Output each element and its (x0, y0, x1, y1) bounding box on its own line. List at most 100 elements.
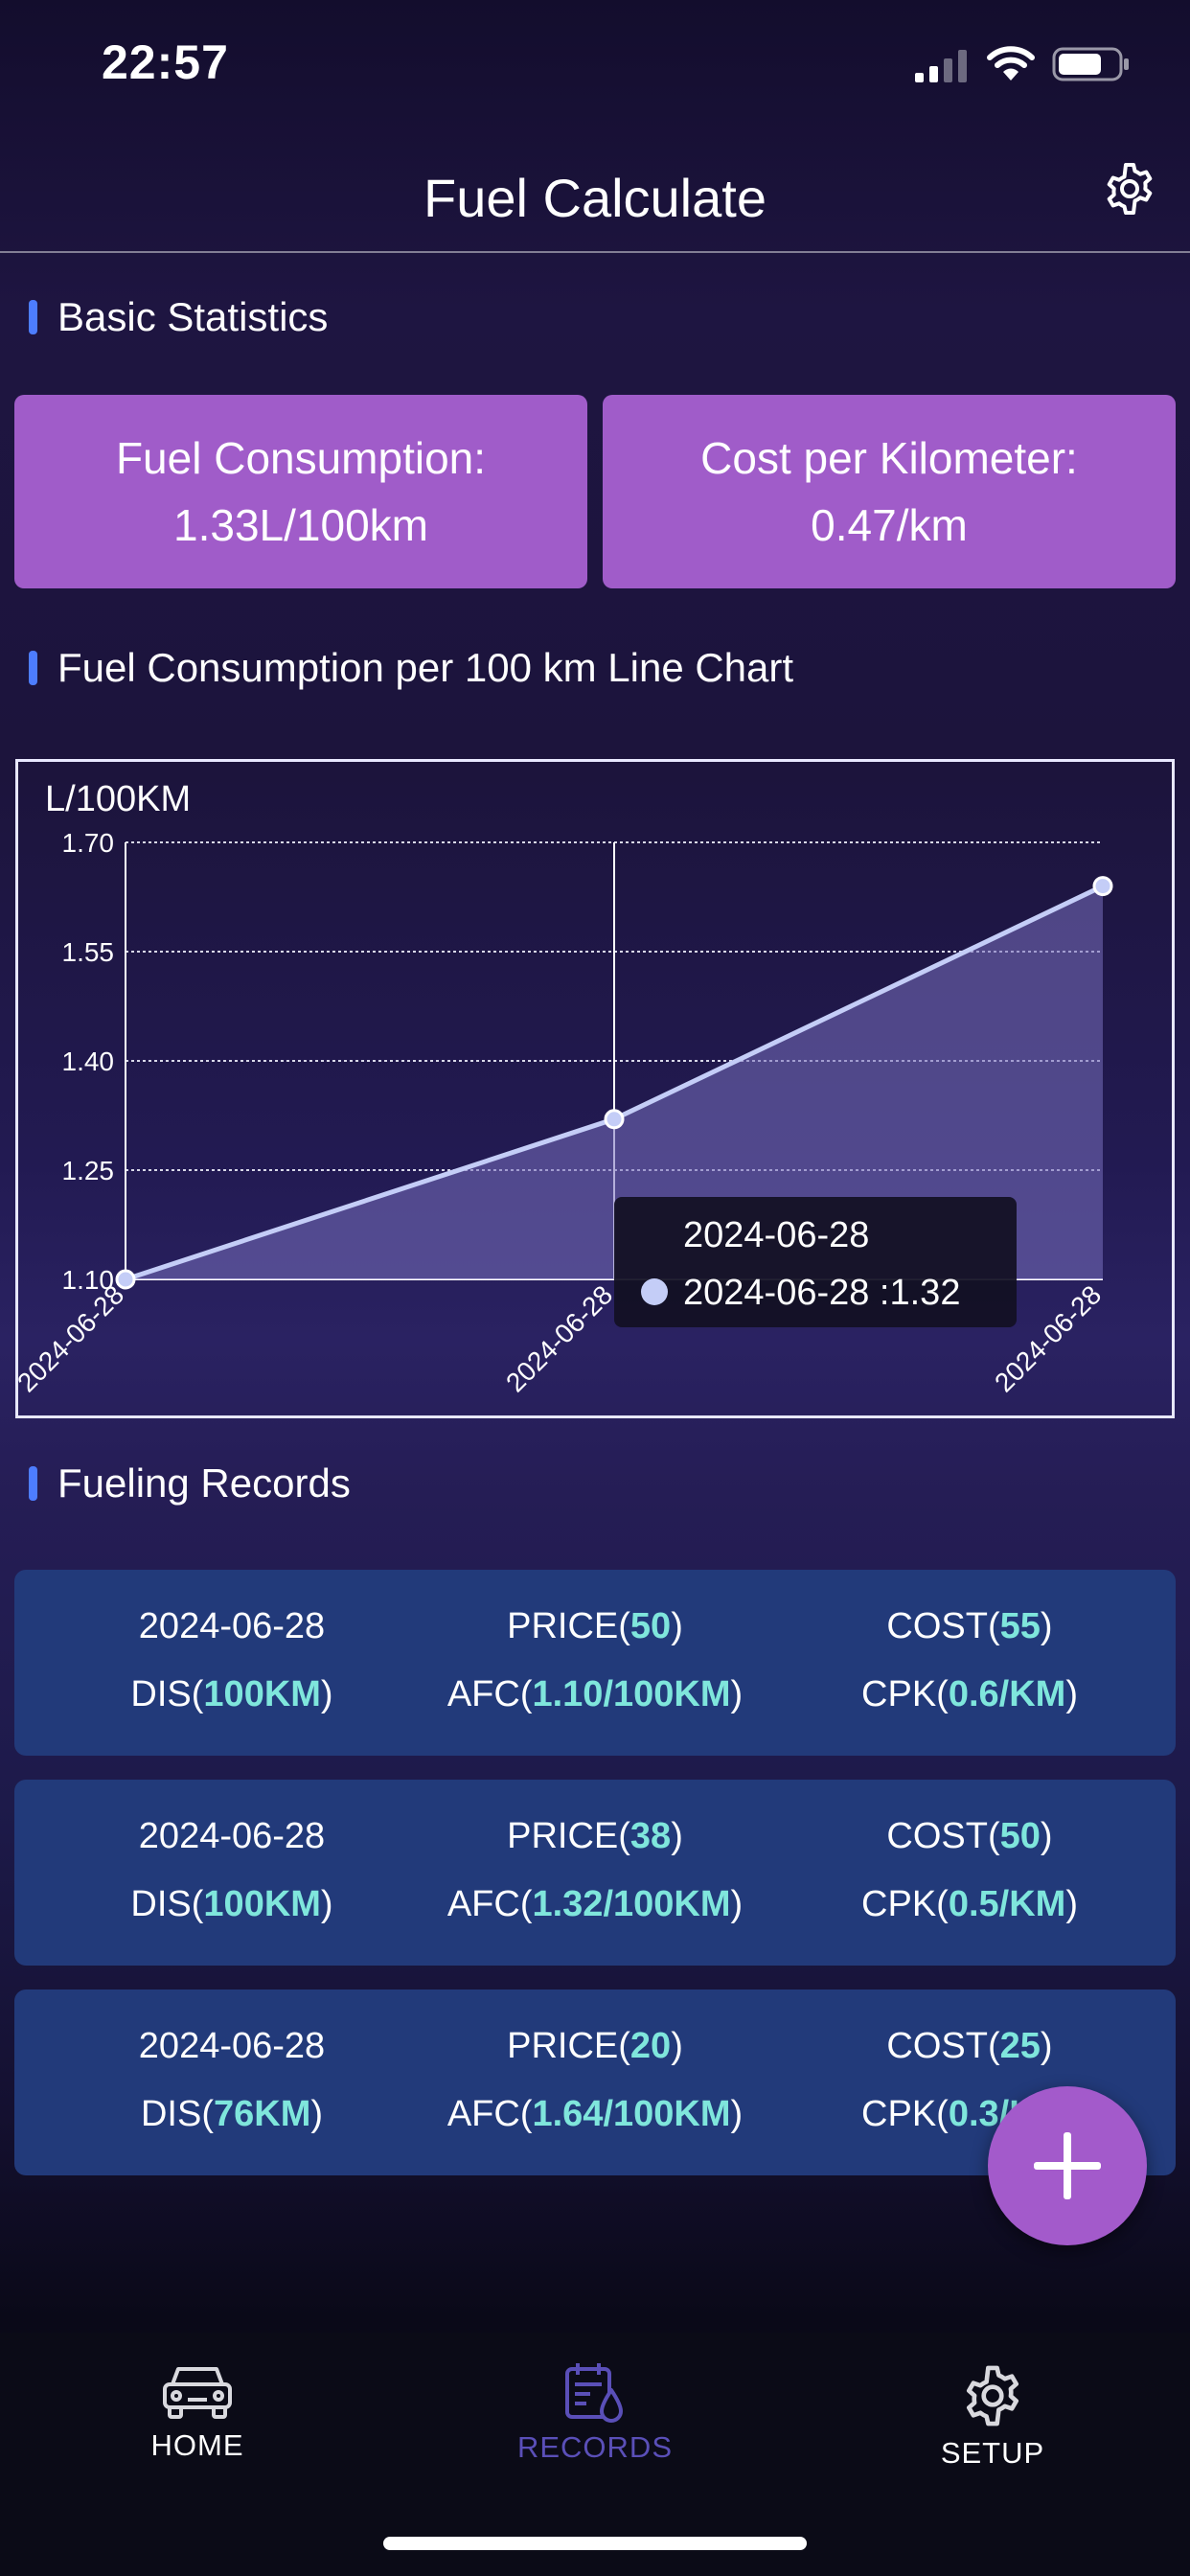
paren-close: ) (671, 1606, 683, 1646)
section-title: Fuel Consumption per 100 km Line Chart (57, 645, 794, 690)
paren-close: ) (730, 1884, 744, 1924)
paren-close: ) (1065, 1884, 1078, 1924)
price-value: 38 (629, 1816, 672, 1856)
page-title: Fuel Calculate (423, 168, 767, 228)
record-distance: DIS(76KM) (40, 2094, 423, 2135)
afc-value: 1.64/100KM (532, 2094, 731, 2134)
cpk-label: CPK( (861, 2094, 949, 2134)
data-point (115, 1269, 136, 1290)
record-card[interactable]: 2024-06-28 PRICE(50) COST(55) DIS(100KM) AFC… (14, 1570, 1176, 1756)
paren-close: ) (310, 2094, 324, 2134)
paren-close: ) (320, 1884, 333, 1924)
cost-per-km-label: Cost per Kilometer: (700, 433, 1078, 483)
nav-setup[interactable]: SETUP (849, 2361, 1136, 2471)
record-date: 2024-06-28 (138, 1816, 326, 1856)
tooltip-marker (641, 1278, 668, 1305)
line-chart[interactable]: L/100KM 1.70 1.55 1.40 1.25 1.10 2024-06-28 20… (11, 759, 1178, 1421)
record-cost: COST(25) (778, 2026, 1161, 2067)
fuel-consumption-label: Fuel Consumption: (115, 433, 487, 483)
record-card[interactable]: 2024-06-28 PRICE(38) COST(50) DIS(100KM) AFC… (14, 1780, 1176, 1966)
dis-value: 100KM (203, 1674, 321, 1714)
dis-value: 100KM (203, 1884, 321, 1924)
afc-value: 1.32/100KM (532, 1884, 731, 1924)
add-record-button[interactable] (988, 2086, 1147, 2245)
paren-close: ) (320, 1674, 333, 1714)
cost-value: 50 (999, 1816, 1041, 1856)
record-afc: AFC(1.64/100KM) (403, 2094, 787, 2135)
data-point (604, 1109, 625, 1130)
price-label: PRICE( (507, 1816, 630, 1856)
section-marker (29, 300, 37, 334)
cost-label: COST( (886, 1606, 1000, 1646)
y-tick-label: 1.55 (62, 937, 115, 967)
records-fuel-icon (565, 2363, 623, 2423)
nav-setup-label: SETUP (940, 2436, 1045, 2470)
cpk-label: CPK( (861, 1884, 949, 1924)
record-price: PRICE(50) (403, 1606, 787, 1647)
section-fueling-records: Fueling Records (29, 1455, 351, 1512)
section-marker (29, 651, 37, 685)
record-cpk: CPK(0.5/KM) (778, 1884, 1161, 1925)
paren-close: ) (730, 1674, 744, 1714)
afc-label: AFC( (446, 2094, 533, 2134)
y-tick-label: 1.40 (62, 1046, 115, 1076)
record-distance: DIS(100KM) (40, 1884, 423, 1925)
price-value: 50 (629, 1606, 672, 1646)
section-title: Basic Statistics (57, 294, 329, 339)
y-tick-label: 1.10 (62, 1265, 115, 1295)
bottom-navigation: HOME RECORDS SETUP (0, 2333, 1190, 2576)
paren-close: ) (1040, 2026, 1053, 2066)
paren-close: ) (671, 1816, 683, 1856)
paren-close: ) (671, 2026, 683, 2066)
paren-close: ) (730, 2094, 744, 2134)
section-marker (29, 1466, 37, 1501)
section-line-chart: Fuel Consumption per 100 km Line Chart (29, 639, 793, 697)
record-distance: DIS(100KM) (40, 1674, 423, 1715)
afc-value: 1.10/100KM (532, 1674, 731, 1714)
fuel-consumption-value: 1.33L/100km (173, 500, 428, 550)
nav-home-label: HOME (150, 2428, 244, 2462)
app-header: Fuel Calculate (0, 144, 1190, 253)
record-price: PRICE(38) (403, 1816, 787, 1857)
price-value: 20 (629, 2026, 672, 2066)
section-title: Fueling Records (57, 1460, 351, 1506)
record-card[interactable]: 2024-06-28 PRICE(20) COST(25) DIS(76KM) AFC(… (14, 1990, 1176, 2175)
afc-label: AFC( (446, 1884, 533, 1924)
gear-icon (966, 2365, 1019, 2426)
section-basic-statistics: Basic Statistics (29, 288, 328, 346)
dis-label: DIS( (130, 1674, 204, 1714)
tooltip-box (614, 1197, 1017, 1327)
tooltip-title: 2024-06-28 (683, 1215, 869, 1255)
record-afc: AFC(1.32/100KM) (403, 1884, 787, 1925)
record-cost: COST(50) (778, 1816, 1161, 1857)
x-tick-label: 2024-06-28 (500, 1279, 618, 1397)
record-afc: AFC(1.10/100KM) (403, 1674, 787, 1715)
y-tick-label: 1.70 (62, 828, 115, 858)
car-icon (163, 2367, 232, 2419)
record-date: 2024-06-28 (138, 1606, 326, 1646)
cellular-signal-icon (915, 50, 967, 82)
cpk-label: CPK( (861, 1674, 949, 1714)
home-indicator (383, 2537, 807, 2550)
wifi-icon (987, 46, 1035, 80)
paren-close: ) (1065, 1674, 1078, 1714)
cost-per-km-card: Cost per Kilometer: 0.47/km (603, 395, 1176, 588)
dis-label: DIS( (140, 2094, 214, 2134)
nav-records-label: RECORDS (516, 2430, 673, 2464)
cost-label: COST( (886, 1816, 1000, 1856)
nav-records[interactable]: RECORDS (451, 2361, 739, 2465)
data-point (1092, 876, 1113, 897)
chart-y-unit: L/100KM (45, 779, 192, 819)
x-tick-label: 2024-06-28 (11, 1279, 129, 1397)
nav-home[interactable]: HOME (54, 2361, 341, 2463)
dis-label: DIS( (130, 1884, 204, 1924)
fuel-consumption-card: Fuel Consumption: 1.33L/100km (14, 395, 587, 588)
cpk-value: 0.6/KM (948, 1674, 1066, 1714)
dis-value: 76KM (213, 2094, 311, 2134)
cost-value: 25 (999, 2026, 1041, 2066)
plus-icon (1034, 2132, 1101, 2199)
status-time: 22:57 (102, 35, 229, 89)
record-price: PRICE(20) (403, 2026, 787, 2067)
gear-icon[interactable] (1100, 159, 1159, 218)
